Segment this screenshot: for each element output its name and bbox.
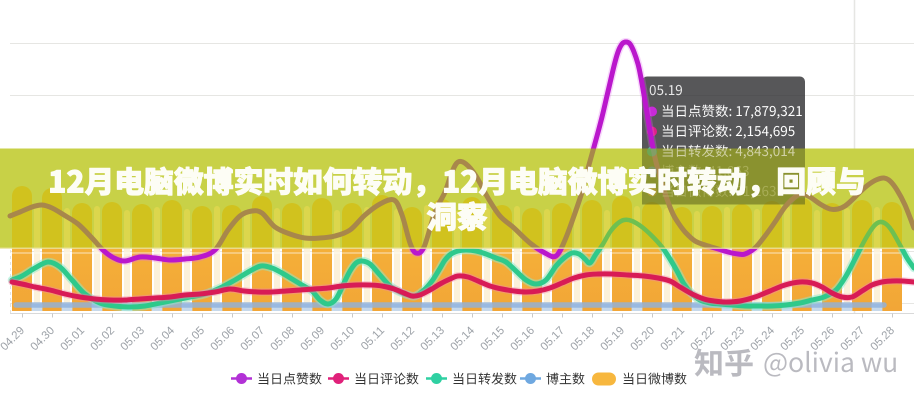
svg-text:05.05: 05.05 xyxy=(178,325,207,354)
svg-text:05.09: 05.09 xyxy=(298,325,327,354)
svg-text:04.29: 04.29 xyxy=(0,325,27,354)
svg-text:05.16: 05.16 xyxy=(508,325,537,354)
svg-text:05.28: 05.28 xyxy=(868,325,897,354)
svg-text:05.03: 05.03 xyxy=(118,325,147,354)
svg-text:05.07: 05.07 xyxy=(238,325,267,354)
svg-text:05.11: 05.11 xyxy=(359,325,387,353)
svg-text:05.21: 05.21 xyxy=(658,325,687,354)
svg-text:05.26: 05.26 xyxy=(808,325,837,354)
svg-text:05.25: 05.25 xyxy=(778,325,807,354)
svg-text:05.08: 05.08 xyxy=(268,325,297,354)
svg-text:05.02: 05.02 xyxy=(88,325,117,354)
svg-text:05.10: 05.10 xyxy=(328,325,357,354)
svg-text:05.22: 05.22 xyxy=(688,325,717,354)
svg-text:05.17: 05.17 xyxy=(538,325,567,354)
svg-text:05.19: 05.19 xyxy=(598,325,627,354)
svg-text:05.12: 05.12 xyxy=(388,325,417,354)
svg-text:05.24: 05.24 xyxy=(748,325,777,354)
svg-text:05.13: 05.13 xyxy=(418,325,447,354)
svg-text:05.20: 05.20 xyxy=(628,325,657,354)
svg-text:05.06: 05.06 xyxy=(208,325,237,354)
svg-text:05.14: 05.14 xyxy=(448,325,477,354)
svg-text:05.27: 05.27 xyxy=(838,325,867,354)
svg-text:05.23: 05.23 xyxy=(718,325,747,354)
svg-text:05.15: 05.15 xyxy=(478,325,507,354)
svg-text:04.30: 04.30 xyxy=(28,325,57,354)
svg-text:05.18: 05.18 xyxy=(568,325,597,354)
svg-text:05.04: 05.04 xyxy=(148,325,177,354)
svg-text:05.01: 05.01 xyxy=(58,325,87,354)
